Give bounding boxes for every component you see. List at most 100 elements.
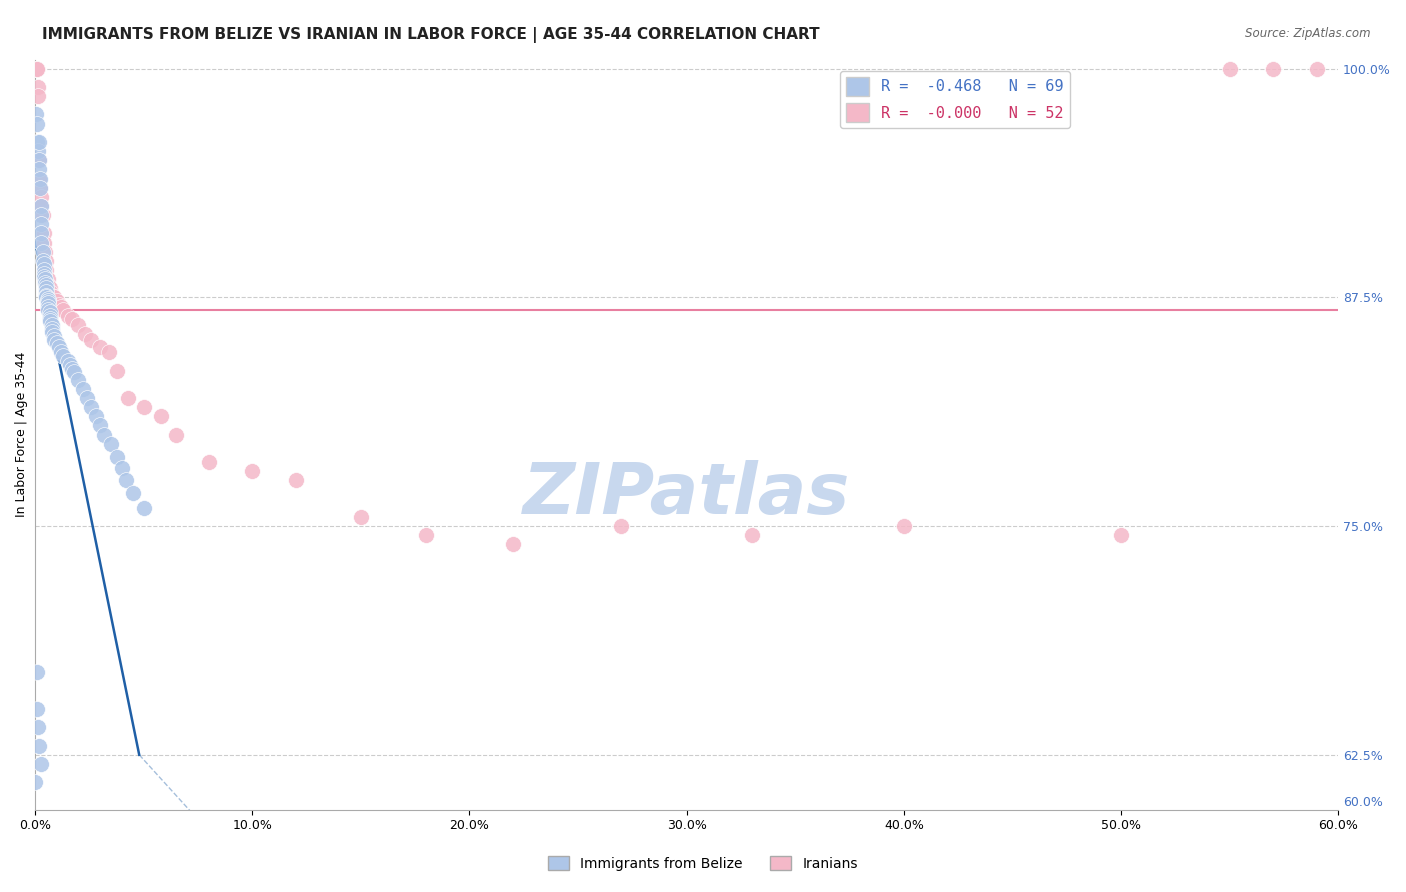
- Point: [117, 391, 139, 405]
- Point: [31, 244, 53, 259]
- Point: [67, 318, 90, 332]
- Point: [107, 450, 129, 464]
- Point: [610, 519, 633, 533]
- Point: [34, 272, 56, 286]
- Point: [31, 208, 53, 222]
- Point: [72, 382, 94, 396]
- Point: [502, 537, 524, 551]
- Point: [28, 171, 51, 186]
- Point: [27, 720, 49, 734]
- Point: [32, 866, 55, 880]
- Point: [44, 329, 66, 343]
- Point: [1261, 62, 1284, 76]
- Point: [44, 290, 66, 304]
- Point: [89, 340, 111, 354]
- Point: [100, 437, 122, 451]
- Point: [30, 171, 52, 186]
- Point: [27, 144, 49, 158]
- Point: [37, 272, 59, 286]
- Text: ZIPatlas: ZIPatlas: [523, 460, 851, 529]
- Point: [30, 235, 52, 250]
- Legend: Immigrants from Belize, Iranians: Immigrants from Belize, Iranians: [543, 850, 863, 876]
- Y-axis label: In Labor Force | Age 35-44: In Labor Force | Age 35-44: [15, 352, 28, 517]
- Point: [111, 460, 134, 475]
- Point: [240, 464, 263, 478]
- Point: [27, 80, 49, 95]
- Point: [35, 281, 58, 295]
- Point: [76, 391, 98, 405]
- Point: [30, 227, 52, 241]
- Point: [30, 199, 52, 213]
- Point: [27, 89, 49, 103]
- Point: [35, 277, 58, 292]
- Point: [37, 294, 59, 309]
- Point: [24, 62, 46, 76]
- Point: [165, 427, 187, 442]
- Point: [59, 358, 82, 372]
- Legend: R =  -0.468   N = 69, R =  -0.000   N = 52: R = -0.468 N = 69, R = -0.000 N = 52: [841, 71, 1070, 128]
- Point: [25, 107, 48, 121]
- Point: [415, 528, 437, 542]
- Point: [284, 474, 307, 488]
- Point: [97, 345, 120, 359]
- Point: [25, 62, 48, 76]
- Point: [28, 162, 51, 177]
- Point: [39, 309, 62, 323]
- Point: [741, 528, 763, 542]
- Point: [37, 277, 59, 292]
- Point: [41, 288, 63, 302]
- Point: [25, 117, 48, 131]
- Point: [107, 363, 129, 377]
- Point: [39, 312, 62, 326]
- Point: [132, 400, 155, 414]
- Point: [893, 519, 915, 533]
- Point: [41, 321, 63, 335]
- Point: [49, 300, 72, 314]
- Point: [45, 294, 67, 309]
- Point: [60, 312, 83, 326]
- Point: [67, 373, 90, 387]
- Point: [37, 300, 59, 314]
- Point: [48, 298, 70, 312]
- Point: [32, 267, 55, 281]
- Point: [80, 333, 103, 347]
- Point: [35, 288, 58, 302]
- Point: [28, 153, 51, 168]
- Point: [35, 290, 58, 304]
- Point: [32, 235, 55, 250]
- Point: [60, 361, 83, 376]
- Point: [44, 333, 66, 347]
- Point: [28, 135, 51, 149]
- Point: [30, 180, 52, 194]
- Point: [32, 270, 55, 285]
- Point: [30, 217, 52, 231]
- Point: [30, 756, 52, 771]
- Point: [45, 336, 67, 351]
- Point: [35, 285, 58, 299]
- Text: IMMIGRANTS FROM BELIZE VS IRANIAN IN LABOR FORCE | AGE 35-44 CORRELATION CHART: IMMIGRANTS FROM BELIZE VS IRANIAN IN LAB…: [42, 27, 820, 43]
- Point: [56, 309, 79, 323]
- Text: Source: ZipAtlas.com: Source: ZipAtlas.com: [1246, 27, 1371, 40]
- Point: [63, 366, 86, 380]
- Point: [37, 296, 59, 310]
- Point: [197, 455, 219, 469]
- Point: [25, 62, 48, 76]
- Point: [30, 199, 52, 213]
- Point: [34, 244, 56, 259]
- Point: [25, 702, 48, 716]
- Point: [37, 303, 59, 318]
- Point: [30, 208, 52, 222]
- Point: [31, 253, 53, 268]
- Point: [41, 325, 63, 339]
- Point: [93, 427, 115, 442]
- Point: [35, 263, 58, 277]
- Point: [37, 292, 59, 306]
- Point: [350, 510, 373, 524]
- Point: [28, 153, 51, 168]
- Point: [39, 314, 62, 328]
- Point: [73, 326, 96, 341]
- Point: [84, 409, 107, 424]
- Point: [52, 303, 75, 318]
- Point: [49, 345, 72, 359]
- Point: [30, 190, 52, 204]
